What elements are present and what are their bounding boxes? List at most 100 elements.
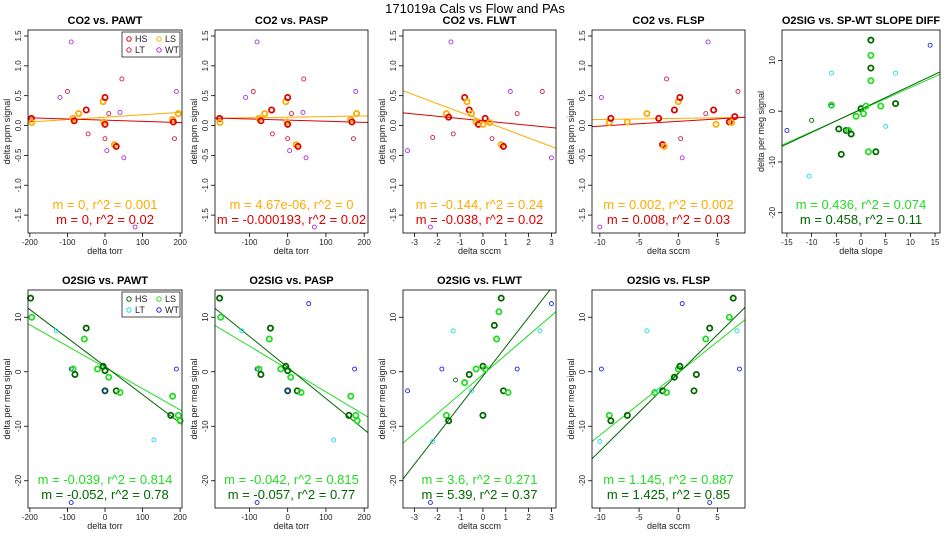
legend-swatch [126,307,132,313]
data-point [102,388,108,394]
data-point [243,95,249,100]
data-point [300,109,306,115]
y-tick-label: 10 [768,55,777,64]
y-tick-label: 0 [389,369,398,374]
data-point [75,110,83,118]
x-tick-label: 200 [357,513,371,522]
panel-4: CO2 vs. FLSP -10 -5 0 5 -1.5 -1.0 -0.5 0.0 0.5 1.0… [566,15,746,256]
data-point [151,437,157,443]
x-tick-label: 100 [319,513,333,522]
data-point [809,117,815,123]
data-point [266,324,274,332]
y-tick-label: -20 [768,206,777,218]
panel-title: O2SIG vs. PASP [249,275,333,287]
data-point [784,128,790,133]
data-point [597,224,603,230]
data-point [301,76,307,82]
fit-annotation: m = 0.002, r^2 = 0.002 [603,197,733,212]
data-point [442,411,450,419]
x-tick-label: -1 [457,238,465,247]
y-tick-label: -0.5 [578,148,587,162]
data-point [216,114,224,122]
legend-label: LS [165,294,176,304]
legend-swatch [156,296,162,302]
y-tick-label: 1.0 [14,60,23,72]
data-point [353,110,361,118]
y-axis-label: delta ppm signal [377,99,387,165]
data-point [277,365,285,373]
x-tick-label: 100 [319,238,333,247]
legend-label: HS [135,34,148,44]
data-point [497,294,505,302]
data-point [847,130,855,138]
fit-line [592,319,745,442]
y-tick-label: -0.5 [201,148,210,162]
x-axis-label: delta sccm [647,521,690,531]
plot-frame [402,289,557,509]
legend-label: LT [135,45,145,55]
data-point [172,136,177,142]
data-point [427,500,433,505]
y-tick-label: -20 [201,474,210,486]
data-point [837,150,845,158]
data-point [728,119,736,127]
data-point [351,136,356,142]
y-tick-label: -10 [768,156,777,168]
y-tick-label: -1.5 [578,208,587,222]
data-point [469,388,474,394]
fit-annotation: m = 1.145, r^2 = 0.887 [603,472,733,487]
x-tick-label: 0 [285,513,290,522]
y-tick-label: 10 [14,312,23,321]
fit-line [215,115,368,119]
data-point [102,136,108,142]
data-point [702,335,710,343]
panel-title: CO2 vs. FLSP [632,15,704,27]
fit-annotation: m = -0.052, r^2 = 0.78 [41,487,169,502]
data-point [468,110,476,118]
data-point [261,110,269,118]
fit-line [592,116,745,128]
data-point [430,135,436,140]
x-tick-label: 0 [103,513,108,522]
data-point [27,294,35,302]
data-point [289,111,294,117]
data-point [737,366,742,372]
x-tick-label: -200 [22,513,39,522]
data-point [112,142,120,150]
x-tick-label: 5 [715,238,720,247]
x-axis-label: delta slope [839,246,883,256]
data-point [132,224,138,230]
fit-line [403,311,556,444]
data-point [101,93,109,101]
data-point [499,142,507,150]
data-point [734,328,740,334]
data-point [539,89,545,94]
y-tick-label: 0 [201,369,210,374]
x-tick-label: -5 [833,238,841,247]
data-point [598,366,604,372]
data-point [306,301,312,307]
legend-swatch [156,307,162,313]
data-point [489,136,495,142]
data-point [623,118,631,126]
data-point [892,100,900,108]
data-point [105,373,113,381]
fit-annotation: m = 5.39, r^2 = 0.37 [422,487,538,502]
data-point [287,373,295,381]
panel-title: O2SIG vs. PAWT [62,275,148,287]
y-tick-label: 0.5 [389,90,398,102]
legend-swatch [126,36,132,42]
x-tick-label: 3 [549,238,554,247]
y-tick-label: 1.0 [389,60,398,72]
x-tick-label: 3 [549,513,554,522]
y-tick-label: -1.0 [578,178,587,192]
panel-title: O2SIG vs. FLWT [437,275,522,287]
data-point [692,370,700,378]
data-point [104,148,110,154]
x-tick-label: 0 [481,513,486,522]
data-point [352,366,358,372]
data-point [257,117,265,125]
x-tick-label: 0 [481,238,486,247]
data-point [53,328,59,334]
